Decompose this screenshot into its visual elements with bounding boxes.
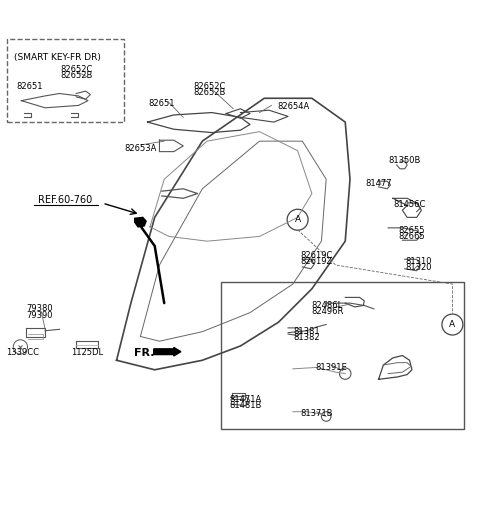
Text: 81477: 81477 [365,179,392,188]
Text: 82619C: 82619C [300,251,333,260]
Polygon shape [135,217,146,227]
Text: 81371B: 81371B [300,409,333,418]
Text: 82619Z: 82619Z [300,257,333,266]
Text: 82655: 82655 [399,226,425,235]
Text: A: A [449,320,456,329]
Text: 82665: 82665 [398,232,425,241]
Text: 81320: 81320 [406,263,432,272]
Text: 82652B: 82652B [60,72,92,81]
Text: 1125DL: 1125DL [71,348,103,357]
Text: (SMART KEY-FR DR): (SMART KEY-FR DR) [13,54,100,63]
Text: FR.: FR. [134,348,155,358]
Text: 79390: 79390 [26,311,53,320]
Text: 82651: 82651 [17,82,43,91]
Text: 82653A: 82653A [124,144,156,153]
Text: 81456C: 81456C [393,200,426,209]
Text: 82652C: 82652C [60,65,92,74]
Text: 81350B: 81350B [389,156,421,165]
Text: 81382: 81382 [294,333,321,342]
Text: 1339CC: 1339CC [6,348,39,357]
Text: 82496R: 82496R [311,307,343,316]
Text: 81381: 81381 [294,327,321,336]
Text: A: A [295,215,300,224]
Text: 81481B: 81481B [229,401,262,410]
Text: 82486L: 82486L [312,301,343,310]
Text: 81471A: 81471A [229,395,261,404]
Text: 82652C: 82652C [193,82,226,91]
FancyArrow shape [154,347,181,356]
Text: REF.60-760: REF.60-760 [38,195,93,205]
Text: 82652B: 82652B [193,88,226,97]
Text: 79380: 79380 [26,304,53,313]
Text: 82651: 82651 [149,99,175,108]
Text: 81310: 81310 [406,257,432,266]
Text: 82654A: 82654A [277,102,310,111]
Text: 81391E: 81391E [315,363,347,372]
